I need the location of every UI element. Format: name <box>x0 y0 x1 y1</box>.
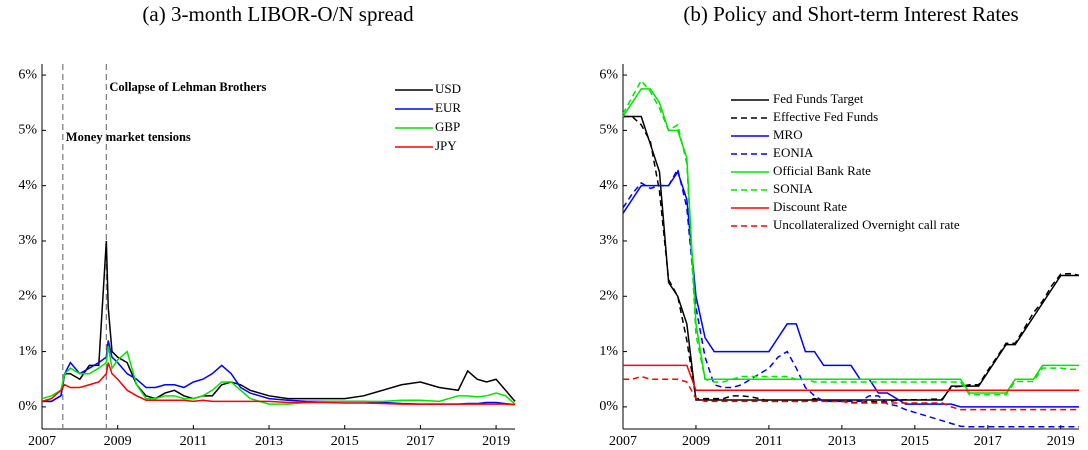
legend-label: EUR <box>435 100 461 115</box>
y-tick-label: 0% <box>18 399 37 414</box>
legend-label: Discount Rate <box>773 199 847 214</box>
y-tick-label: 5% <box>599 123 618 138</box>
y-tick-label: 0% <box>599 399 618 414</box>
legend-label: Official Bank Rate <box>773 163 871 178</box>
y-tick-label: 6% <box>599 67 618 82</box>
legend-label: EONIA <box>773 145 814 160</box>
x-tick-label: 2007 <box>28 434 56 449</box>
legend-label: JPY <box>435 138 457 153</box>
y-tick-label: 3% <box>18 233 37 248</box>
x-tick-label: 2019 <box>1047 434 1075 449</box>
y-tick-label: 5% <box>18 123 37 138</box>
x-tick-label: 2015 <box>901 434 929 449</box>
annotation: Collapse of Lehman Brothers <box>109 80 266 94</box>
series-line <box>41 362 516 406</box>
series-line <box>623 364 1079 392</box>
y-tick-label: 4% <box>599 178 618 193</box>
legend-label: USD <box>435 81 461 96</box>
chart-title: (a) 3-month LIBOR-O/N spread <box>142 2 414 26</box>
chart-title: (b) Policy and Short-term Interest Rates <box>683 2 1018 26</box>
x-tick-label: 2013 <box>255 434 283 449</box>
series-line <box>42 340 516 406</box>
y-tick-label: 4% <box>18 178 37 193</box>
series-line <box>623 115 1079 401</box>
x-tick-label: 2011 <box>180 434 207 449</box>
x-tick-label: 2015 <box>331 434 359 449</box>
legend-label: SONIA <box>773 181 813 196</box>
series-line <box>622 88 1079 394</box>
y-tick-label: 1% <box>599 344 618 359</box>
series-line <box>622 167 1079 428</box>
annotation: Money market tensions <box>66 130 191 144</box>
y-tick-label: 2% <box>599 288 618 303</box>
legend-label: MRO <box>773 127 803 142</box>
series-line <box>622 79 1079 396</box>
x-tick-label: 2007 <box>609 434 637 449</box>
x-tick-label: 2009 <box>104 434 132 449</box>
series-line <box>623 375 1079 411</box>
series-line <box>623 115 1080 404</box>
x-tick-label: 2009 <box>682 434 710 449</box>
series-line <box>622 170 1079 408</box>
y-tick-label: 6% <box>18 67 37 82</box>
legend-label: GBP <box>435 119 460 134</box>
series-line <box>41 345 516 405</box>
legend-label: Fed Funds Target <box>773 91 864 106</box>
legend-label: Uncollateralized Overnight call rate <box>773 217 960 232</box>
y-tick-label: 2% <box>18 288 37 303</box>
x-tick-label: 2011 <box>755 434 782 449</box>
x-tick-label: 2019 <box>482 434 510 449</box>
x-tick-label: 2017 <box>406 434 434 449</box>
legend-label: Effective Fed Funds <box>773 109 878 124</box>
x-tick-label: 2013 <box>828 434 856 449</box>
x-tick-label: 2017 <box>974 434 1002 449</box>
series-line <box>42 240 516 403</box>
y-tick-label: 1% <box>18 344 37 359</box>
y-tick-label: 3% <box>599 233 618 248</box>
